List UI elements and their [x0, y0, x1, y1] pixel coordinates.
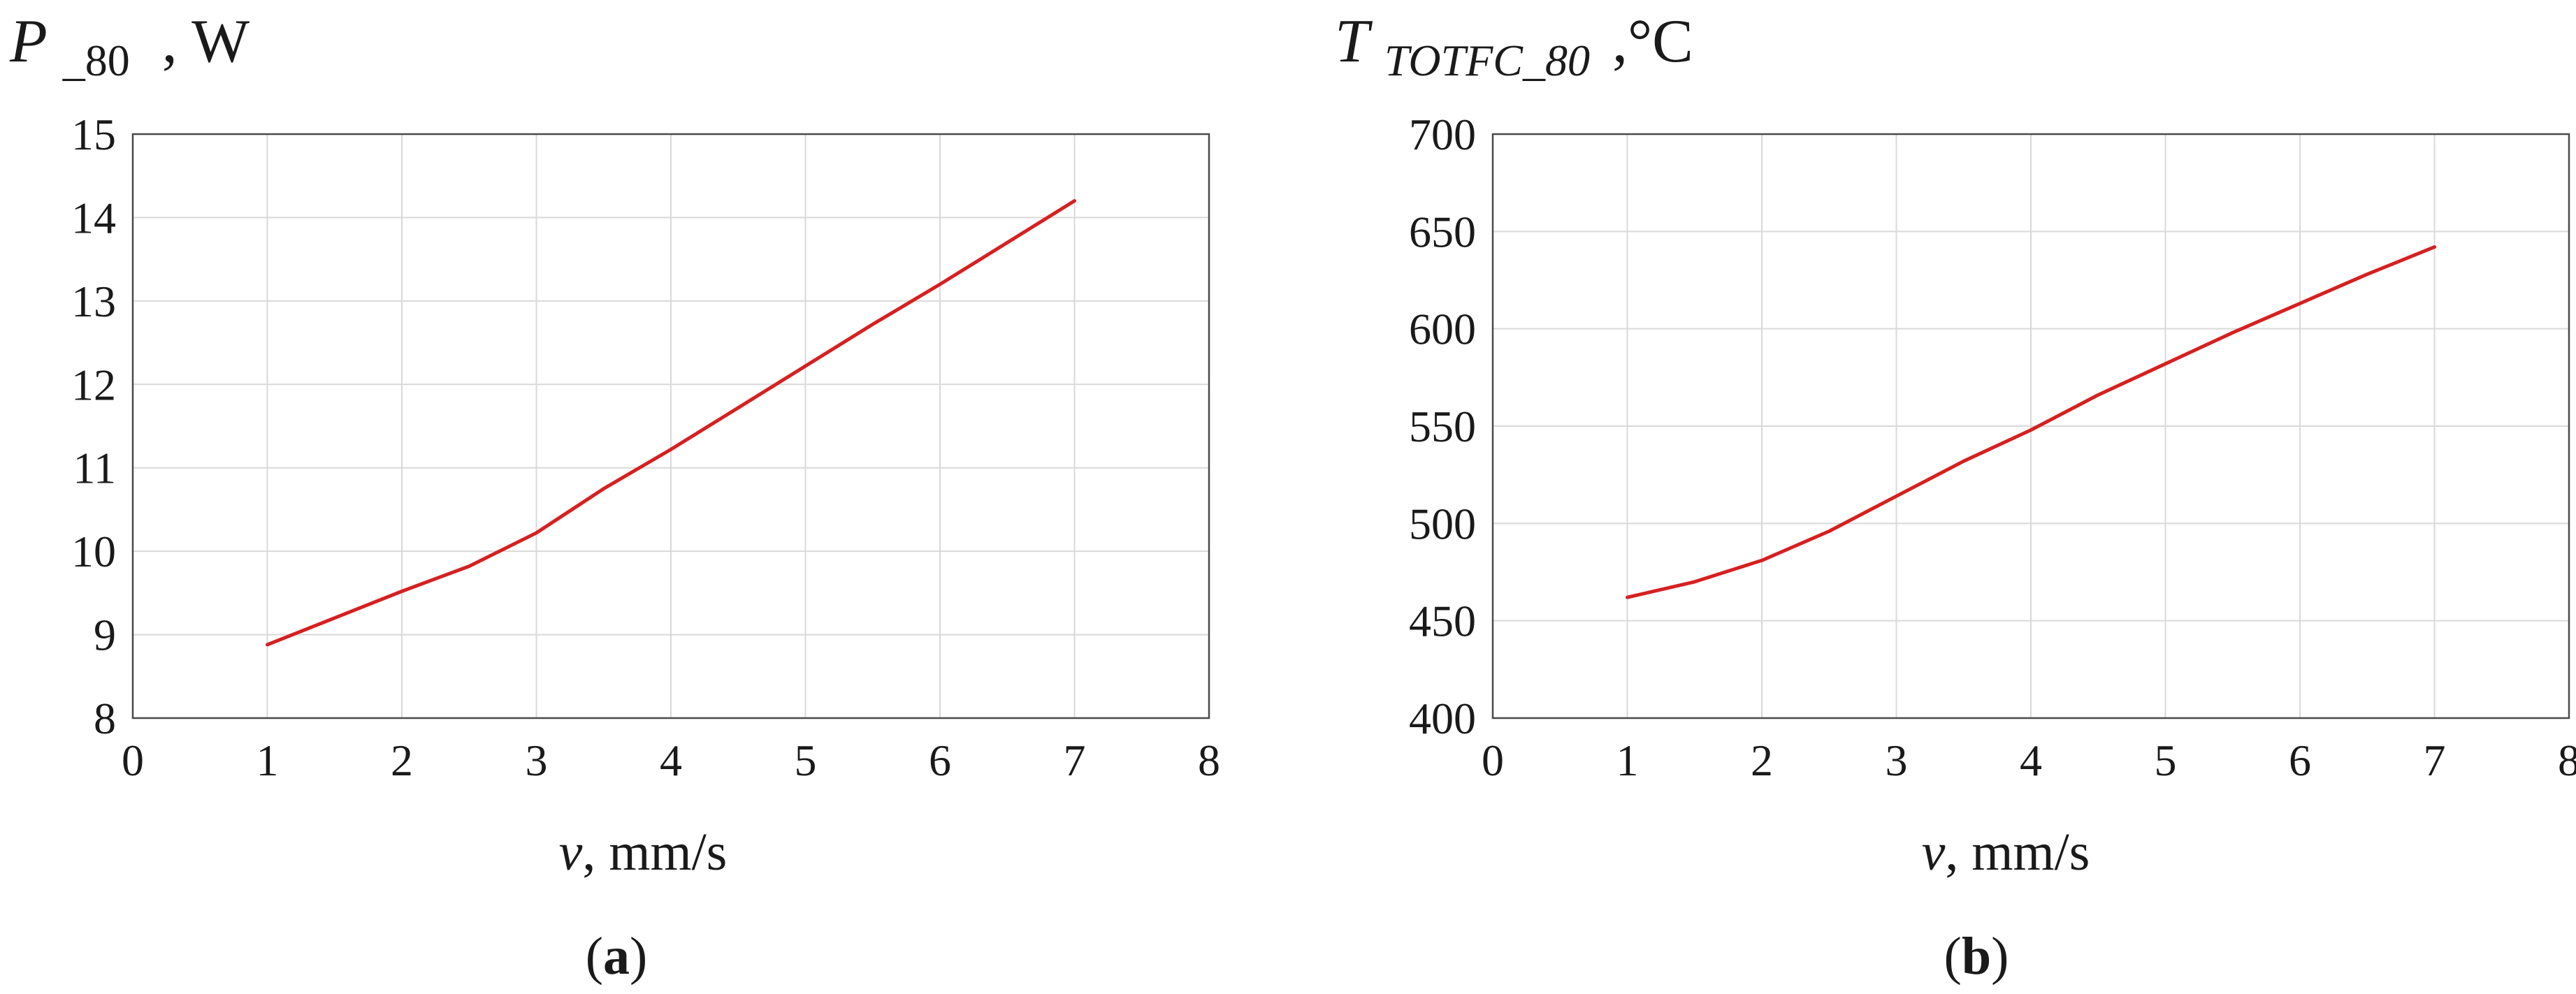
x-tick-label: 2 [1751, 736, 1773, 785]
y-axis-label-unit: , W [162, 8, 249, 75]
x-tick-label: 5 [2155, 736, 2177, 785]
y-tick-label: 10 [71, 527, 116, 576]
y-tick-label: 13 [71, 277, 116, 326]
x-tick-label: 8 [1198, 736, 1220, 785]
y-axis-label: T TOTFC_80 ,°C [1335, 8, 1693, 89]
plot-frame [1491, 133, 2570, 719]
x-axis-label-symbol: v [1922, 823, 1946, 882]
x-tick-label: 4 [660, 736, 682, 785]
x-tick-label: 6 [929, 736, 951, 785]
x-axis-label: v, mm/s [1922, 823, 2090, 882]
x-tick-label: 4 [2020, 736, 2042, 785]
x-tick-label: 0 [1482, 736, 1504, 785]
series-line [266, 199, 1076, 647]
y-tick-label: 500 [1409, 499, 1476, 548]
x-axis-label-symbol: v [559, 823, 583, 882]
y-axis-label-symbol: T [1335, 8, 1373, 75]
y-tick-label: 9 [94, 611, 116, 660]
y-tick-label: 700 [1409, 110, 1476, 159]
series-line [1626, 245, 2436, 599]
y-tick-label: 14 [71, 193, 116, 242]
chart-panel-b: T TOTFC_80 ,°C 0 1 2 3 4 5 6 7 8 400 450 500 550 600 6… [1335, 8, 2576, 986]
y-axis-label-symbol: P [9, 8, 48, 75]
x-tick-label: 7 [1064, 736, 1086, 785]
y-tick-label: 450 [1409, 597, 1476, 646]
plot-area: 0 1 2 3 4 5 6 7 8 400 450 500 550 600 650 700 [1409, 110, 2576, 785]
x-tick-label: 8 [2558, 736, 2576, 785]
x-tick-label: 7 [2424, 736, 2446, 785]
panel-caption-letter: b [1962, 927, 1991, 986]
x-tick-label: 0 [122, 736, 144, 785]
x-tick-label: 1 [1616, 736, 1639, 785]
y-tick-label: 600 [1409, 305, 1476, 354]
x-tick-label: 6 [2289, 736, 2311, 785]
x-axis-label: v, mm/s [559, 823, 728, 882]
y-tick-label: 550 [1409, 402, 1476, 451]
y-tick-label: 400 [1409, 694, 1476, 743]
panel-caption: (b) [1944, 927, 2009, 986]
y-tick-label: 12 [71, 360, 116, 409]
x-tick-label: 3 [526, 736, 548, 785]
x-axis-label-unit: , mm/s [582, 823, 727, 882]
panel-caption: (a) [586, 927, 648, 986]
x-tick-label: 1 [256, 736, 279, 785]
plot-frame [131, 133, 1210, 719]
panel-caption-letter: a [603, 927, 630, 986]
x-tick-label: 3 [1886, 736, 1908, 785]
x-tick-label: 5 [795, 736, 817, 785]
y-tick-label: 15 [71, 110, 116, 159]
y-axis-label-subscript: _80 [62, 36, 130, 85]
y-tick-label: 8 [94, 694, 116, 743]
x-axis-label-unit: , mm/s [1945, 823, 2090, 882]
y-tick-label: 650 [1409, 207, 1476, 256]
y-axis-label-subscript: TOTFC_80 [1384, 36, 1590, 85]
y-tick-label: 11 [73, 444, 116, 493]
y-axis-label-unit: ,°C [1612, 8, 1693, 75]
y-axis-label: P _80 , W [9, 8, 249, 89]
x-tick-label: 2 [391, 736, 413, 785]
